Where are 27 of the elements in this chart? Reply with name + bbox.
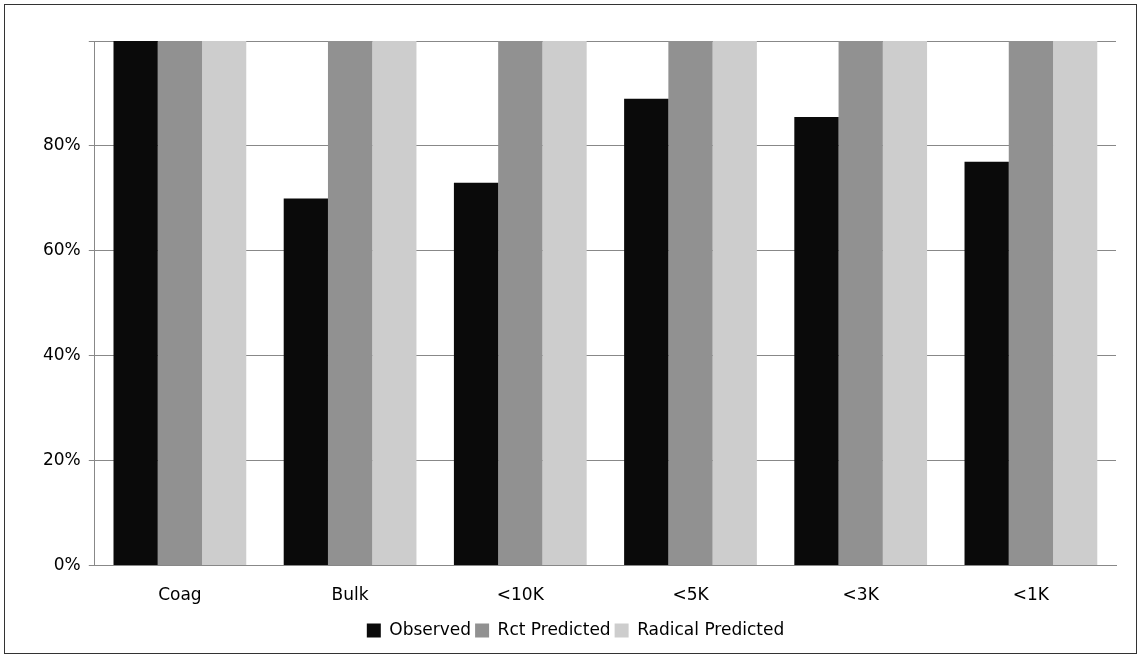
bar xyxy=(157,41,203,566)
bar xyxy=(542,41,587,566)
bar xyxy=(794,117,839,566)
y-tick-label: 0% xyxy=(53,554,81,575)
bar xyxy=(964,161,1009,566)
y-tick-label: 20% xyxy=(42,449,81,470)
x-tick-label: Bulk xyxy=(331,584,369,605)
bar xyxy=(113,41,158,566)
legend-label: Observed xyxy=(389,618,472,639)
y-tick-label: 40% xyxy=(42,344,81,365)
x-tick-label: Coag xyxy=(158,584,202,605)
legend-label: Radical Predicted xyxy=(637,618,785,639)
legend-label: Rct Predicted xyxy=(497,618,611,639)
x-tick-label: <3K xyxy=(842,584,880,605)
x-tick-label: <5K xyxy=(672,584,710,605)
bar xyxy=(624,98,669,566)
x-tick-label: <10K xyxy=(496,584,545,605)
bar xyxy=(202,41,247,566)
y-tick-label: 80% xyxy=(42,134,81,155)
bar xyxy=(1053,41,1098,566)
x-tick-label: <1K xyxy=(1012,584,1050,605)
bar xyxy=(712,41,757,566)
bar xyxy=(372,41,417,566)
bar xyxy=(882,41,928,566)
y-tick-label: 60% xyxy=(42,239,81,260)
bar xyxy=(283,198,328,566)
bar xyxy=(453,182,499,566)
